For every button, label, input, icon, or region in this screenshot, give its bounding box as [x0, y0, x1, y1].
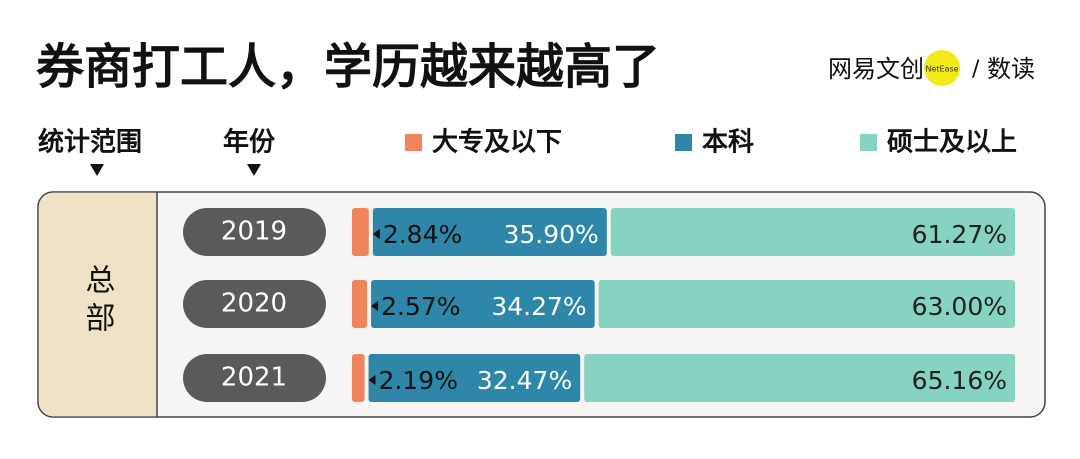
data-label: 65.16%: [912, 366, 1007, 395]
bar-segment: [610, 208, 1015, 256]
y-tick-label: 2020: [221, 289, 287, 319]
y-tick-label: 2019: [221, 217, 287, 247]
y-tick-label: 2021: [221, 363, 287, 393]
data-label: 61.27%: [912, 220, 1007, 249]
data-label: 34.27%: [491, 292, 586, 321]
chart-title: 券商打工人，学历越来越高了: [36, 39, 660, 95]
header-arrow: [247, 164, 261, 176]
legend-label: 大专及以下: [432, 128, 562, 158]
group-label: 总部: [80, 264, 115, 340]
header-arrow: [90, 164, 104, 176]
year-pill: [183, 280, 326, 328]
bar-segment: [352, 208, 369, 256]
data-label: 35.90%: [503, 220, 598, 249]
brand-slash: /: [972, 57, 980, 82]
label-pointer: [371, 301, 379, 311]
bar-segment: [352, 280, 368, 328]
brand-name: 网易文创: [828, 55, 924, 83]
bar-segment: [352, 354, 365, 402]
group-cell: [38, 192, 157, 417]
bar-segment: [584, 354, 1015, 402]
year-pill: [183, 208, 326, 256]
legend-label: 硕士及以上: [887, 128, 1017, 158]
bar-segment: [371, 280, 595, 328]
brand-badge-circle: [924, 50, 960, 86]
data-label: 2.84%: [383, 220, 462, 249]
label-pointer: [372, 229, 380, 239]
legend-swatch: [675, 134, 692, 151]
bar-segment: [598, 280, 1015, 328]
data-label: 32.47%: [477, 366, 572, 395]
header-label: 年份: [223, 127, 275, 158]
legend-swatch: [405, 134, 422, 151]
data-label: 2.19%: [379, 366, 458, 395]
bar-segment: [368, 354, 581, 402]
bar-segment: [372, 208, 607, 256]
brand-column: 数读: [987, 55, 1035, 83]
label-pointer: [368, 375, 376, 385]
legend-swatch: [860, 134, 877, 151]
header-label: 统计范围: [38, 127, 142, 158]
brand-badge: NetEase: [925, 65, 958, 74]
year-pill: [183, 354, 326, 402]
legend-label: 本科: [702, 128, 754, 158]
group-label: 总部: [80, 264, 115, 340]
data-label: 2.57%: [381, 292, 460, 321]
data-label: 63.00%: [912, 292, 1007, 321]
